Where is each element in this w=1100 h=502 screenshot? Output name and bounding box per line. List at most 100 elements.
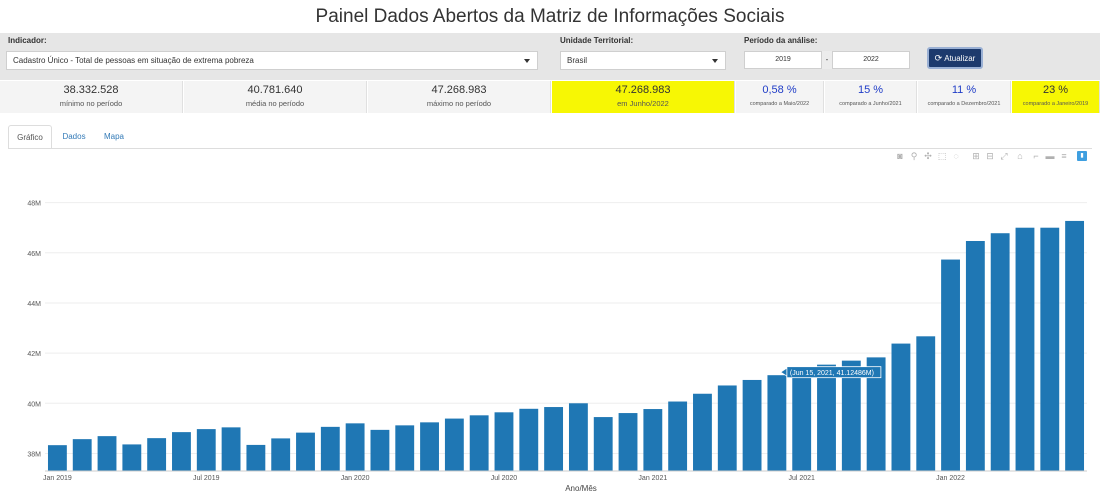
bar[interactable] [568,403,588,471]
autoscale-icon[interactable]: ⤢ [1000,151,1008,161]
bar[interactable] [444,418,464,471]
period-separator: - [822,51,832,69]
stat-value: 47.268.983 [615,84,671,96]
bar[interactable] [221,427,241,471]
bar[interactable] [469,415,489,471]
bar[interactable] [246,444,266,471]
bar[interactable] [841,360,861,471]
update-button-label: Atualizar [944,54,976,63]
bar[interactable] [593,417,613,471]
pan-icon[interactable]: ✣ [924,151,932,161]
stat-label: comparado a Junho/2021 [839,101,902,107]
period-end-input[interactable]: 2022 [832,51,910,69]
box-select-icon[interactable]: ⬚ [937,151,947,161]
bar[interactable] [320,426,340,471]
hover-compare-icon[interactable]: ≡ [1061,151,1067,161]
bar[interactable] [345,423,365,471]
bar[interactable] [147,438,167,471]
bar[interactable] [196,429,216,471]
territory-select[interactable]: Brasil [560,51,726,70]
tab-grafico[interactable]: Gráfico [8,125,52,149]
bar[interactable] [792,369,812,471]
bar[interactable] [990,233,1010,471]
bar[interactable] [172,432,191,471]
x-tick-label: Jul 2021 [788,475,815,482]
bar[interactable] [916,336,936,471]
bar[interactable] [742,379,762,471]
bar[interactable] [817,364,836,471]
stat-label: comparado a Janeiro/2019 [1022,101,1089,107]
period-start-input[interactable]: 2019 [744,51,822,69]
stat-label: comparado a Maio/2022 [749,101,810,107]
zoom-in-icon[interactable]: ⊞ [972,151,980,161]
zoom-out-icon[interactable]: ⊟ [986,151,994,161]
bar[interactable] [866,357,886,471]
bar[interactable] [941,259,960,471]
zoom-icon[interactable]: ⚲ [910,151,918,161]
stat-label: mínimo no período [59,99,123,108]
x-tick-label: Jan 2020 [341,475,370,482]
update-button[interactable]: ⟳ Atualizar [927,47,983,69]
stat-value: 11 % [951,84,977,96]
tooltip-text: (Jun 15, 2021, 41.12486M) [790,370,874,377]
bar[interactable] [891,343,911,471]
x-tick-label: Jan 2021 [638,475,667,482]
page-title: Painel Dados Abertos da Matriz de Inform… [315,6,785,27]
indicator-select[interactable]: Cadastro Único - Total de pessoas em sit… [6,51,538,70]
bar[interactable] [544,407,564,471]
indicator-label: Indicador: [8,36,47,45]
bar[interactable] [1065,220,1085,471]
bar[interactable] [767,375,787,471]
bar[interactable] [72,439,92,471]
x-tick-label: Jul 2020 [491,475,518,482]
stat-label: comparado a Dezembro/2021 [927,101,1001,107]
stat-label: em Junho/2022 [617,99,669,108]
bar[interactable] [296,432,315,471]
bar[interactable] [519,408,539,471]
tooltip-box [786,366,882,379]
x-tick-label: Jul 2019 [193,475,220,482]
bar[interactable] [1015,227,1035,471]
lasso-icon[interactable]: ◌ [953,151,959,161]
camera-icon[interactable]: ◙ [897,151,903,161]
filter-bar: Indicador: Cadastro Único - Total de pes… [0,33,1100,80]
plotly-logo-icon[interactable]: ▮ [1077,151,1087,161]
y-tick-label: 40M [27,401,41,408]
bar[interactable] [370,429,390,471]
territory-label: Unidade Territorial: [560,36,634,45]
refresh-icon: ⟳ [934,53,943,63]
stat-label: média no período [245,99,305,108]
stat-value: 15 % [857,84,884,96]
bar[interactable] [395,425,415,471]
bar[interactable] [97,436,117,471]
spike-lines-icon[interactable]: ⌐ [1033,151,1039,161]
y-tick-label: 38M [27,451,41,458]
bar[interactable] [1040,227,1060,471]
y-tick-label: 42M [27,351,41,358]
bar[interactable] [965,240,985,471]
stat-value: 40.781.640 [247,84,303,96]
reset-axes-icon[interactable]: ⌂ [1017,151,1023,161]
bar[interactable] [643,409,663,471]
y-tick-label: 48M [27,201,41,208]
stat-vs-previous-month: 0,58 % comparado a Maio/2022 [736,81,824,113]
bar[interactable] [47,445,67,471]
tab-divider [8,148,1092,149]
bar[interactable] [122,444,142,471]
stat-maximum: 47.268.983 máximo no período [368,81,551,113]
stats-row: 38.332.528 mínimo no período 40.781.640 … [0,81,1100,113]
hover-closest-icon[interactable]: ▬ [1045,151,1055,161]
territory-value: Brasil [567,56,588,65]
stat-vs-start: 23 % comparado a Janeiro/2019 [1012,81,1100,113]
tab-mapa[interactable]: Mapa [103,132,124,141]
tab-dados[interactable]: Dados [62,132,86,141]
bar-chart: 38M 40M 42M 44M 46M 48M Jan 2019 Jul 2019 Jan 20… [27,201,1087,493]
bar[interactable] [717,385,737,471]
chevron-down-icon [524,59,530,63]
bar[interactable] [494,412,514,471]
bar[interactable] [693,393,712,471]
bar[interactable] [271,438,291,471]
bar[interactable] [420,422,439,471]
bar[interactable] [668,401,688,471]
bar[interactable] [618,413,638,471]
